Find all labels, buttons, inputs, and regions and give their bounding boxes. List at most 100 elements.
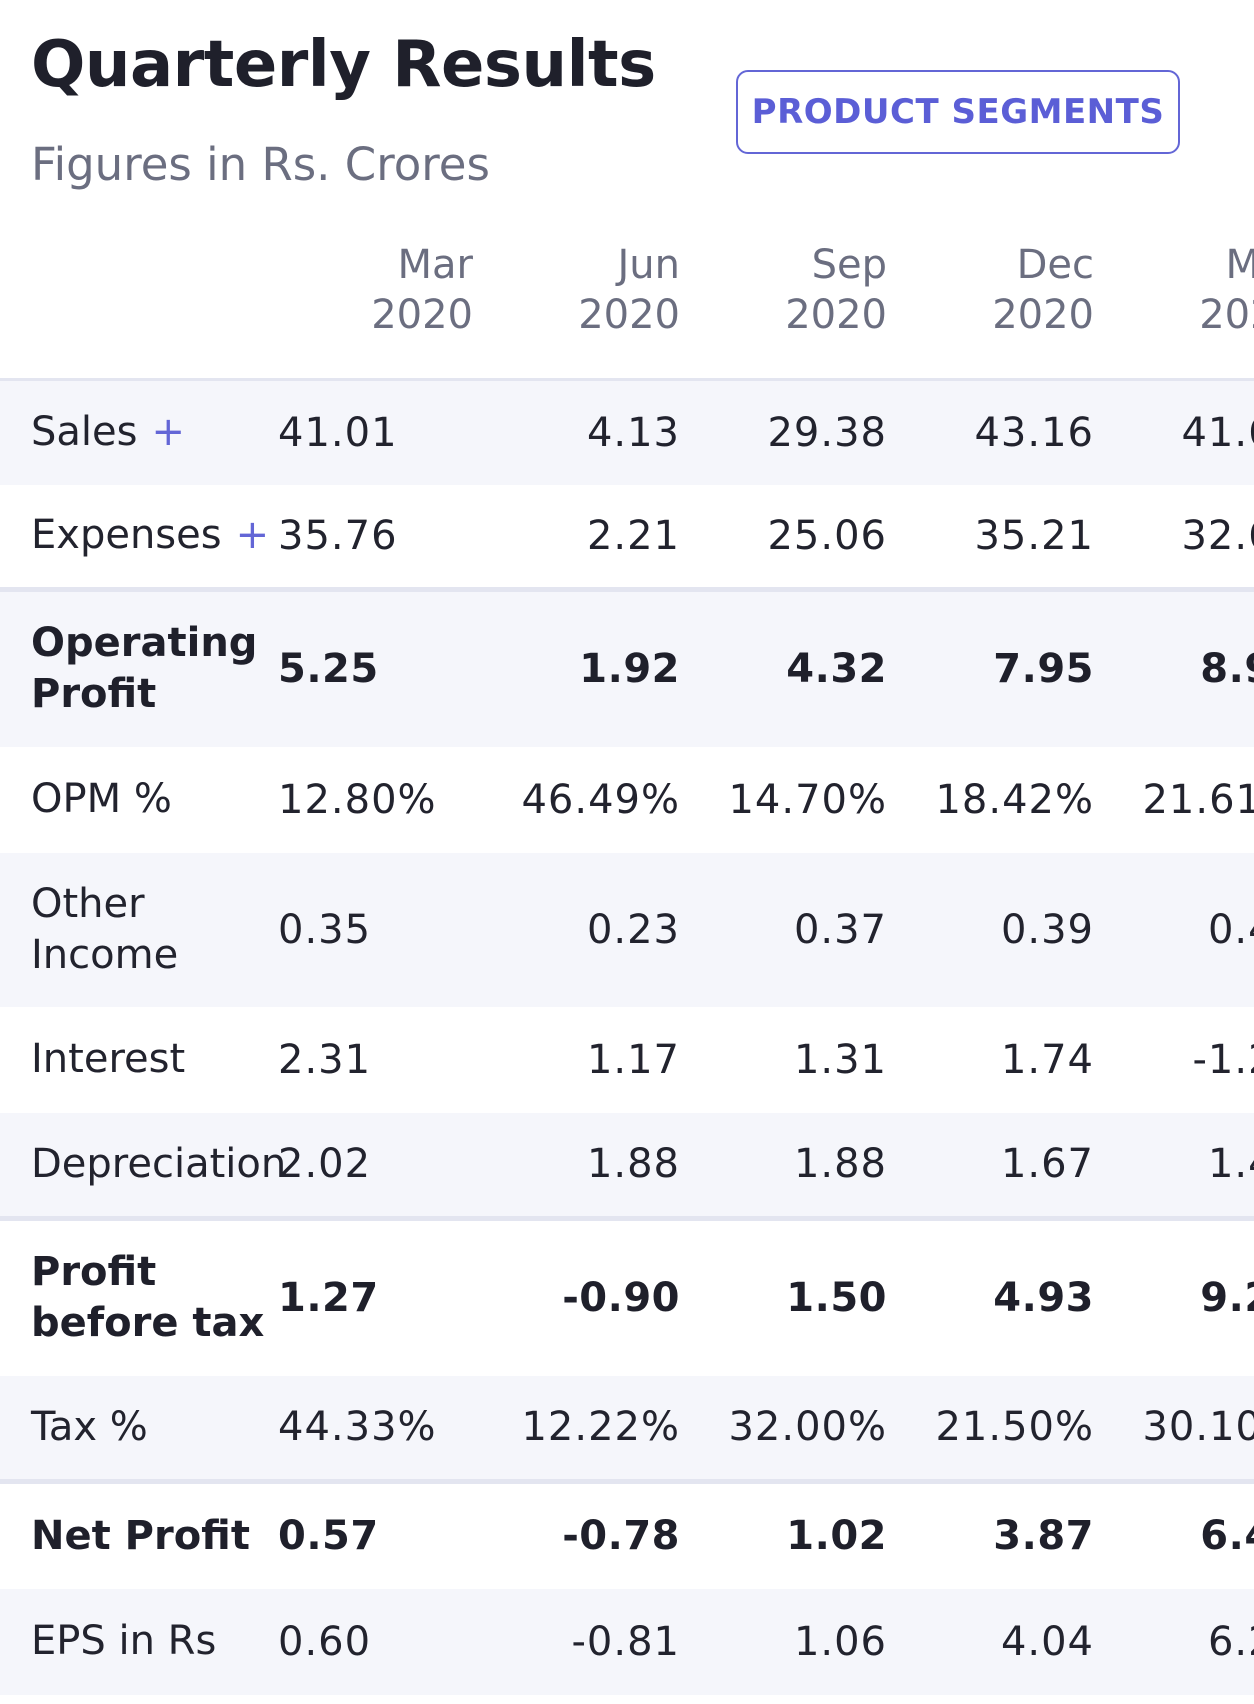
table-cell: 12.80%	[278, 776, 437, 823]
column-header: Dec 2020	[899, 240, 1106, 380]
table-cell: -0.90	[485, 1216, 692, 1376]
table-cell: 1.67	[899, 1112, 1106, 1219]
table-cell: 1.31	[793, 1036, 887, 1083]
table-cell: 25.06	[767, 512, 887, 559]
table-row-tax: Tax % 44.33% 12.22% 32.00% 21.50% 30.10%	[0, 1375, 1254, 1482]
table-cell: 2.21	[586, 512, 680, 559]
column-header-month: Mar	[397, 242, 473, 288]
row-label: Profit before tax	[0, 1216, 278, 1376]
row-label: Operating Profit	[0, 587, 278, 747]
table-cell: 21.50%	[899, 1375, 1106, 1482]
table-row-interest: Interest 2.31 1.17 1.31 1.74 -1.27	[0, 1007, 1254, 1113]
table-cell: 41.01	[278, 378, 485, 485]
table-cell: -1.27	[1192, 1036, 1254, 1083]
table-cell: 6.49	[1106, 1479, 1254, 1589]
table-cell: 4.93	[899, 1216, 1106, 1376]
row-label: Sales	[31, 409, 138, 456]
table-cell: 1.27	[278, 1216, 485, 1376]
table-row-opm: OPM % 12.80% 46.49% 14.70% 18.42% 21.61%	[0, 747, 1254, 853]
page-title: Quarterly Results	[31, 28, 656, 102]
table-cell: 43.16	[899, 378, 1106, 485]
table-cell: -0.78	[485, 1479, 692, 1589]
table-cell: 1.06	[692, 1588, 899, 1695]
table-cell: 0.35	[278, 852, 485, 1007]
table-cell: 1.74	[1000, 1036, 1094, 1083]
table-cell: 1.46	[1106, 1112, 1254, 1219]
table-cell: 2.02	[278, 1112, 485, 1219]
table-cell: 35.21	[974, 512, 1094, 559]
product-segments-button[interactable]: PRODUCT SEGMENTS	[736, 70, 1180, 154]
quarterly-results-table-wrap: Mar 2020 Jun 2020 Sep 2020 Dec 2020 Mar …	[0, 240, 1254, 1704]
table-row-other-income: Other Income 0.35 0.23 0.37 0.39 0.47	[0, 852, 1254, 1007]
column-header: Mar 2020	[278, 240, 485, 380]
table-cell: 0.57	[278, 1479, 485, 1589]
row-label: Net Profit	[0, 1479, 278, 1589]
column-header-year: 2020	[992, 292, 1094, 338]
table-cell: 0.23	[485, 852, 692, 1007]
row-label: Tax %	[0, 1375, 278, 1482]
table-cell: 0.39	[899, 852, 1106, 1007]
quarterly-results-table: Mar 2020 Jun 2020 Sep 2020 Dec 2020 Mar …	[0, 240, 1254, 1695]
table-cell: 44.33%	[278, 1375, 485, 1482]
table-cell: 18.42%	[935, 776, 1094, 823]
column-header: Jun 2020	[485, 240, 692, 380]
table-cell: 1.02	[692, 1479, 899, 1589]
row-label: Depreciation	[0, 1112, 286, 1219]
table-row-depreciation: Depreciation 2.02 1.88 1.88 1.67 1.46	[0, 1112, 1254, 1219]
table-cell: -0.81	[485, 1588, 692, 1695]
table-cell: 3.87	[899, 1479, 1106, 1589]
table-cell: 8.99	[1106, 587, 1254, 747]
row-label-cell: Sales +	[0, 378, 278, 485]
table-cell: 32.00%	[692, 1375, 899, 1482]
row-label: Interest	[31, 1036, 186, 1082]
page-subtitle: Figures in Rs. Crores	[31, 138, 490, 191]
column-header-year: 2020	[785, 292, 887, 338]
table-cell: 32.61	[1181, 512, 1254, 559]
table-cell: 1.17	[586, 1036, 680, 1083]
column-header-month: Mar	[1106, 240, 1254, 290]
table-row-profit-before-tax: Profit before tax 1.27 -0.90 1.50 4.93 9…	[0, 1216, 1254, 1376]
header-label-cell	[0, 240, 278, 380]
expand-plus-icon[interactable]: +	[151, 409, 185, 456]
table-cell: 1.92	[485, 587, 692, 747]
table-cell: 12.22%	[485, 1375, 692, 1482]
column-header: Sep 2020	[692, 240, 899, 380]
column-header-year: 2020	[371, 292, 473, 338]
table-cell: 21.61%	[1142, 776, 1254, 823]
column-header-month: Dec	[1016, 242, 1094, 288]
table-cell: 29.38	[692, 378, 899, 485]
table-cell: 14.70%	[728, 776, 887, 823]
table-cell: 4.04	[899, 1588, 1106, 1695]
column-header-year: 2021	[1199, 292, 1254, 338]
table-cell: 0.37	[692, 852, 899, 1007]
table-row-eps: EPS in Rs 0.60 -0.81 1.06 4.04 6.25	[0, 1588, 1254, 1695]
table-cell: 6.25	[1106, 1588, 1254, 1695]
row-label: OPM %	[31, 776, 172, 822]
table-row-sales[interactable]: Sales + 41.01 4.13 29.38 43.16 41.60	[0, 378, 1254, 485]
table-cell: 7.95	[899, 587, 1106, 747]
table-row-net-profit: Net Profit 0.57 -0.78 1.02 3.87 6.49	[0, 1479, 1254, 1589]
table-cell: 4.32	[692, 587, 899, 747]
table-row-operating-profit: Operating Profit 5.25 1.92 4.32 7.95 8.9…	[0, 587, 1254, 747]
table-cell: 0.47	[1106, 852, 1254, 1007]
column-header-month: Sep	[811, 242, 887, 288]
row-label: EPS in Rs	[0, 1588, 278, 1695]
row-label: Expenses	[31, 512, 222, 559]
table-cell: 2.31	[278, 1036, 372, 1083]
column-header: Mar 2021	[1106, 240, 1254, 380]
table-cell: 0.60	[278, 1588, 485, 1695]
row-label-cell: Expenses +	[0, 485, 278, 590]
table-row-expenses[interactable]: Expenses + 35.76 2.21 25.06 35.21 32.61	[0, 485, 1254, 590]
table-cell: 9.27	[1106, 1216, 1254, 1376]
table-header-row: Mar 2020 Jun 2020 Sep 2020 Dec 2020 Mar …	[0, 240, 1254, 380]
table-cell: 1.50	[692, 1216, 899, 1376]
table-cell: 5.25	[278, 587, 485, 747]
table-cell: 4.13	[485, 378, 692, 485]
table-cell: 1.88	[692, 1112, 899, 1219]
expand-plus-icon[interactable]: +	[235, 512, 270, 559]
table-cell: 41.60	[1106, 378, 1254, 485]
column-header-month: Jun	[617, 242, 681, 288]
table-cell: 46.49%	[521, 776, 680, 823]
table-cell: 30.10%	[1106, 1375, 1254, 1482]
column-header-year: 2020	[578, 292, 680, 338]
